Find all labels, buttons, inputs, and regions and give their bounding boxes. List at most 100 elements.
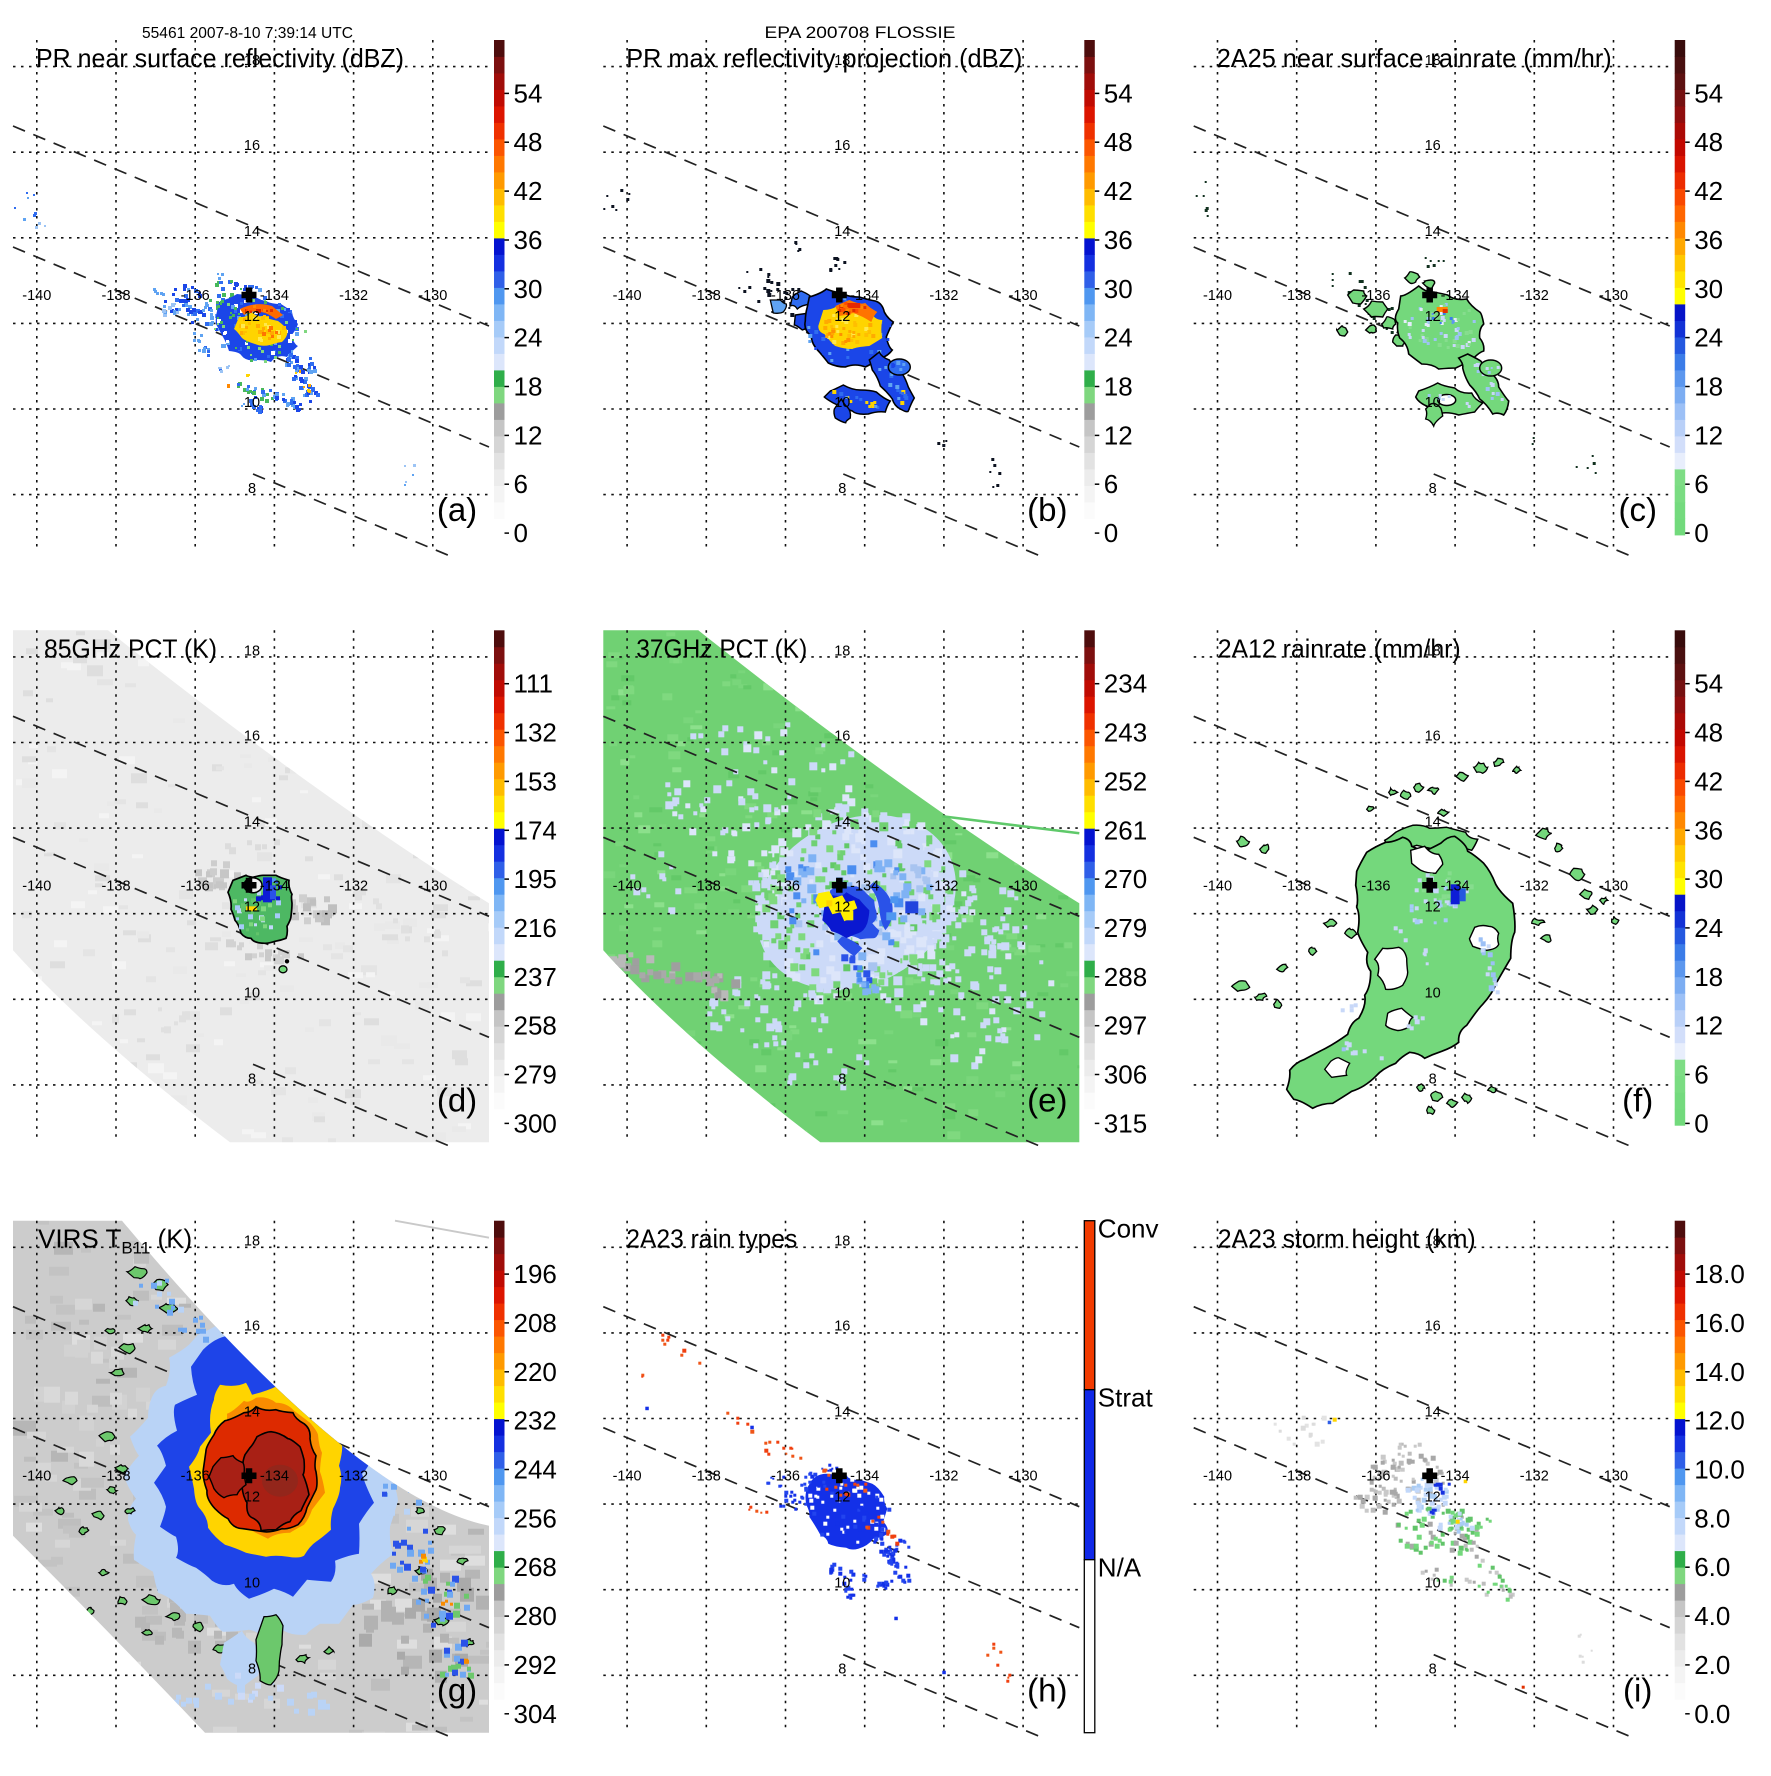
svg-text:-140: -140: [1203, 878, 1232, 894]
svg-text:315: 315: [1104, 1108, 1147, 1138]
svg-text:(e): (e): [1027, 1081, 1067, 1118]
svg-text:-136: -136: [181, 1469, 210, 1485]
svg-text:-138: -138: [1282, 878, 1311, 894]
svg-text:234: 234: [1104, 669, 1147, 699]
svg-text:10: 10: [244, 1576, 260, 1592]
svg-text:-132: -132: [929, 288, 958, 304]
svg-text:-130: -130: [418, 878, 447, 894]
svg-text:12: 12: [514, 420, 543, 450]
svg-text:6: 6: [1104, 469, 1118, 499]
svg-text:(f): (f): [1622, 1081, 1653, 1118]
svg-text:37GHz PCT (K): 37GHz PCT (K): [636, 633, 807, 663]
svg-text:-140: -140: [22, 288, 51, 304]
svg-text:16: 16: [834, 1319, 850, 1335]
svg-text:Strat: Strat: [1098, 1383, 1154, 1413]
svg-text:8: 8: [838, 481, 846, 497]
svg-text:-134: -134: [1441, 878, 1470, 894]
svg-text:-130: -130: [1599, 288, 1628, 304]
svg-text:-138: -138: [101, 288, 130, 304]
svg-text:-140: -140: [613, 288, 642, 304]
svg-text:132: 132: [514, 718, 557, 748]
svg-text:268: 268: [514, 1552, 557, 1582]
svg-text:16: 16: [834, 138, 850, 154]
svg-text:8: 8: [1429, 1071, 1437, 1087]
svg-text:-134: -134: [260, 288, 289, 304]
svg-text:18: 18: [834, 643, 850, 659]
svg-text:16: 16: [244, 728, 260, 744]
svg-text:232: 232: [514, 1406, 557, 1436]
svg-text:-138: -138: [101, 1469, 130, 1485]
svg-text:-132: -132: [1520, 1469, 1549, 1485]
svg-text:216: 216: [514, 913, 557, 943]
svg-text:Conv: Conv: [1098, 1214, 1159, 1244]
svg-text:30: 30: [514, 274, 543, 304]
svg-text:279: 279: [1104, 913, 1147, 943]
svg-text:237: 237: [514, 962, 557, 992]
svg-text:111: 111: [514, 669, 554, 699]
svg-text:30: 30: [1694, 864, 1723, 894]
svg-text:14: 14: [1425, 224, 1441, 240]
svg-text:-138: -138: [692, 288, 721, 304]
svg-text:244: 244: [514, 1455, 557, 1485]
svg-text:-136: -136: [771, 878, 800, 894]
svg-text:12: 12: [1694, 420, 1723, 450]
svg-text:256: 256: [514, 1503, 557, 1533]
svg-text:24: 24: [1694, 913, 1723, 943]
svg-text:14: 14: [1425, 1405, 1441, 1421]
svg-text:8: 8: [1429, 481, 1437, 497]
svg-text:174: 174: [514, 815, 557, 845]
svg-text:10: 10: [1425, 985, 1441, 1001]
svg-text:30: 30: [1104, 274, 1133, 304]
svg-text:42: 42: [1694, 766, 1723, 796]
svg-text:-132: -132: [339, 288, 368, 304]
svg-text:-134: -134: [850, 878, 879, 894]
svg-text:18: 18: [1694, 962, 1723, 992]
svg-text:18: 18: [1425, 1234, 1441, 1250]
svg-text:-138: -138: [692, 1469, 721, 1485]
svg-text:-130: -130: [1599, 878, 1628, 894]
svg-text:-138: -138: [692, 878, 721, 894]
svg-text:(a): (a): [437, 491, 477, 528]
svg-text:16: 16: [1425, 138, 1441, 154]
svg-text:(b): (b): [1027, 491, 1067, 528]
svg-text:-136: -136: [771, 1469, 800, 1485]
svg-text:12: 12: [834, 309, 850, 325]
svg-text:12: 12: [1425, 899, 1441, 915]
svg-text:10: 10: [244, 395, 260, 411]
svg-text:12: 12: [244, 1490, 260, 1506]
svg-text:36: 36: [1694, 815, 1723, 845]
svg-text:12: 12: [244, 309, 260, 325]
svg-text:-134: -134: [260, 878, 289, 894]
svg-text:18: 18: [514, 372, 543, 402]
svg-text:24: 24: [1694, 323, 1723, 353]
svg-text:18: 18: [1104, 372, 1133, 402]
svg-text:36: 36: [1104, 225, 1133, 255]
svg-text:-140: -140: [613, 1469, 642, 1485]
svg-text:14.0: 14.0: [1694, 1357, 1745, 1387]
svg-text:261: 261: [1104, 815, 1147, 845]
svg-text:48: 48: [1694, 127, 1723, 157]
svg-text:30: 30: [1694, 274, 1723, 304]
svg-text:18: 18: [1694, 372, 1723, 402]
svg-text:16: 16: [1425, 728, 1441, 744]
svg-text:12: 12: [1104, 420, 1133, 450]
svg-text:-138: -138: [101, 878, 130, 894]
svg-text:-140: -140: [613, 878, 642, 894]
svg-text:(d): (d): [437, 1081, 477, 1118]
svg-text:-132: -132: [1520, 288, 1549, 304]
svg-text:-132: -132: [339, 1469, 368, 1485]
svg-text:-136: -136: [181, 878, 210, 894]
svg-text:195: 195: [514, 864, 557, 894]
svg-text:14: 14: [244, 814, 260, 830]
svg-text:12: 12: [834, 899, 850, 915]
svg-text:4.0: 4.0: [1694, 1601, 1730, 1631]
svg-text:18: 18: [834, 1234, 850, 1250]
svg-text:16.0: 16.0: [1694, 1308, 1745, 1338]
svg-text:8: 8: [248, 481, 256, 497]
svg-text:12.0: 12.0: [1694, 1406, 1745, 1436]
svg-text:2A25 near surface rainrate (mm: 2A25 near surface rainrate (mm/hr): [1217, 43, 1612, 73]
svg-text:2A12 rainrate (mm/hr): 2A12 rainrate (mm/hr): [1218, 633, 1461, 663]
svg-text:-136: -136: [1361, 878, 1390, 894]
svg-text:6: 6: [1694, 469, 1708, 499]
svg-text:280: 280: [514, 1601, 557, 1631]
